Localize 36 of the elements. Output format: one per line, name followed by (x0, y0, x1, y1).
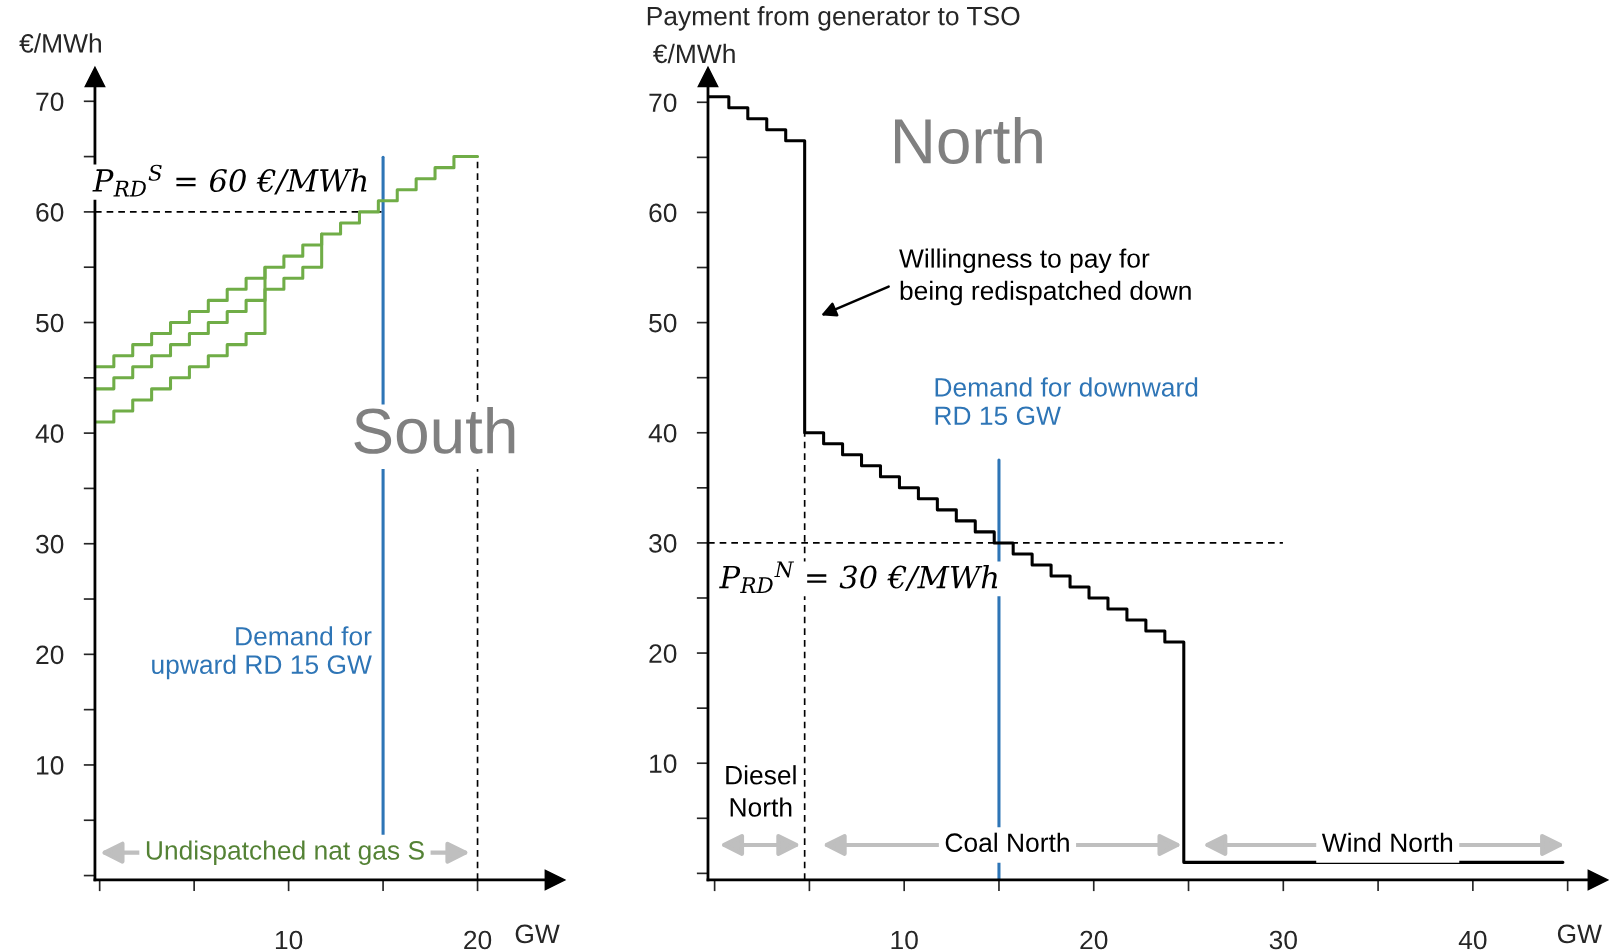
annotation: Coal North (945, 832, 1069, 853)
x-tick-label: 10 (891, 930, 918, 950)
x-axis-title: GW (1557, 924, 1602, 944)
y-tick-label: 70 (649, 93, 677, 113)
annotation: Wind North (1321, 832, 1453, 853)
y-tick-label: 40 (35, 424, 64, 443)
ref-line-label: P$_{RD}$$^{S}$ = 60 €/MWh (92, 164, 367, 197)
y-tick-label: 20 (36, 645, 64, 665)
y-tick-label: 10 (37, 756, 64, 775)
y-tick-label: 60 (649, 203, 677, 223)
x-tick-label: 10 (275, 930, 303, 950)
y-tick-label: 10 (650, 754, 677, 774)
y-axis-title: €/MWh (653, 43, 735, 64)
annotation: North (895, 117, 1042, 164)
ref-line-label: Demand for downward RD 15 GW (935, 377, 1198, 426)
x-axis-title: GW (515, 924, 560, 944)
chart-title: Payment from generator to TSO (647, 6, 1020, 31)
y-tick-label: 50 (36, 313, 64, 333)
x-tick-label: 30 (1269, 930, 1297, 950)
annotation: Willingness to pay for being redispatched down (899, 248, 1191, 306)
x-tick-label: 20 (1080, 930, 1108, 950)
ref-line-label: P$_{RD}$$^{N}$ = 30 €/MWh (719, 561, 998, 593)
x-tick-label: 40 (1458, 930, 1487, 950)
annotation: Diesel North (726, 765, 796, 817)
y-tick-label: 30 (36, 534, 64, 554)
annotation: South (354, 406, 515, 454)
y-tick-label: 60 (36, 203, 64, 222)
y-axis-title: €/MWh (19, 33, 101, 53)
y-tick-label: 20 (649, 644, 677, 663)
x-tick-label: 20 (464, 930, 492, 950)
ref-line-label: Demand for upward RD 15 GW (152, 626, 372, 680)
y-tick-label: 70 (36, 92, 64, 112)
y-tick-label: 30 (649, 534, 677, 553)
y-tick-label: 40 (648, 423, 677, 443)
y-tick-label: 50 (649, 313, 677, 333)
annotation: Undispatched nat gas S (146, 840, 424, 865)
